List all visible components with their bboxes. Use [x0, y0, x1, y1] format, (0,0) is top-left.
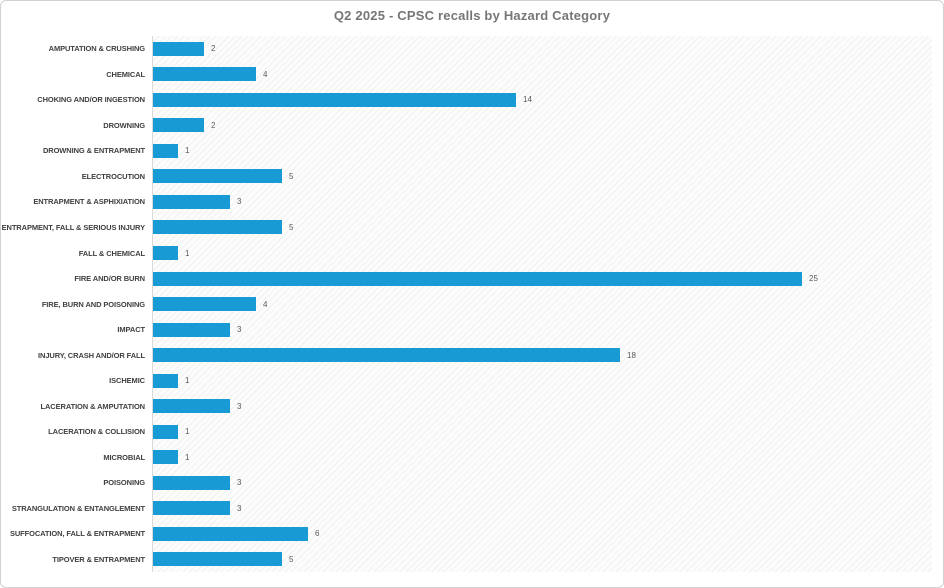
bar [152, 41, 204, 56]
category-label: INJURY, CRASH AND/OR FALL [38, 350, 145, 360]
bar-row: 14 [152, 87, 932, 113]
bar [152, 67, 256, 82]
bar [152, 475, 230, 490]
bar-row: 2 [152, 36, 932, 62]
bar-row: 5 [152, 547, 932, 573]
value-label: 3 [237, 478, 242, 488]
category-label: ISCHEMIC [109, 376, 145, 386]
category-label: LACERATION & COLLISION [48, 427, 145, 437]
bar [152, 501, 230, 516]
bar [152, 92, 516, 107]
bar-row: 5 [152, 164, 932, 190]
bar-row: 1 [152, 240, 932, 266]
bar-row: 3 [152, 393, 932, 419]
value-label: 3 [237, 503, 242, 513]
category-label: FIRE, BURN AND POISONING [41, 299, 145, 309]
bar [152, 526, 308, 541]
value-label: 5 [288, 554, 294, 564]
category-label: FIRE AND/OR BURN [74, 274, 145, 284]
category-label: DROWNING [103, 120, 145, 130]
value-label: 5 [288, 222, 294, 232]
bar [152, 322, 230, 337]
category-label: POISONING [103, 478, 145, 488]
bar [152, 169, 282, 184]
bar [152, 220, 282, 235]
value-label: 18 [627, 350, 636, 360]
bar-row: 1 [152, 419, 932, 445]
value-label: 2 [211, 44, 216, 54]
bar-row: 2 [152, 113, 932, 139]
value-label: 1 [185, 427, 190, 437]
bar-row: 25 [152, 266, 932, 292]
labels-column: AMPUTATION & CRUSHING CHEMICAL CHOKING AND… [1, 36, 152, 572]
bar [152, 297, 256, 312]
category-label: SUFFOCATION, FALL & ENTRAPMENT [9, 529, 145, 539]
bar-row: 3 [152, 496, 932, 522]
value-label: 3 [237, 197, 242, 207]
bar-row: 3 [152, 189, 932, 215]
bar-row: 18 [152, 342, 932, 368]
value-label: 3 [237, 325, 242, 335]
category-label: DROWNING & ENTRAPMENT [42, 146, 145, 156]
category-label: MICROBIAL [103, 452, 145, 462]
bar-row: 1 [152, 368, 932, 394]
chart-title: Q2 2025 - CPSC recalls by Hazard Categor… [333, 8, 611, 23]
value-label: 5 [288, 171, 294, 181]
value-label: 1 [185, 376, 190, 386]
bar-row: 5 [152, 215, 932, 241]
bar [152, 450, 178, 465]
bar-row: 4 [152, 62, 932, 88]
bar [152, 143, 178, 158]
bar-row: 1 [152, 138, 932, 164]
category-label: LACERATION & AMPUTATION [40, 401, 146, 411]
category-label: ELECTROCUTION [81, 171, 145, 181]
category-label: CHEMICAL [106, 69, 145, 79]
bar [152, 246, 178, 261]
category-label: IMPACT [117, 325, 145, 335]
plot-area: 2 4 14 2 1 5 3 5 1 25 4 3 18 1 3 1 1 3 3 6 5 [152, 36, 932, 572]
bar [152, 348, 620, 363]
value-label: 1 [185, 248, 190, 258]
category-label: CHOKING AND/OR INGESTION [37, 95, 145, 105]
bar [152, 118, 204, 133]
bar [152, 271, 802, 286]
value-label: 6 [315, 529, 320, 539]
value-label: 14 [523, 95, 532, 105]
bar-row: 1 [152, 445, 932, 471]
category-label: ENTRAPMENT, FALL & SERIOUS INJURY [1, 222, 145, 232]
category-label: ENTRAPMENT & ASPHIXIATION [33, 197, 145, 207]
bar [152, 399, 230, 414]
chart-body: AMPUTATION & CRUSHING CHEMICAL CHOKING AND… [1, 36, 932, 572]
category-label: TIPOVER & ENTRAPMENT [52, 554, 145, 564]
bar-row: 3 [152, 317, 932, 343]
value-label: 4 [263, 69, 268, 79]
value-label: 4 [263, 299, 268, 309]
bar [152, 552, 282, 567]
y-axis-line [152, 36, 153, 572]
value-label: 3 [237, 401, 242, 411]
category-label: STRANGULATION & ENTANGLEMENT [11, 503, 145, 513]
bar [152, 194, 230, 209]
bar-row: 4 [152, 291, 932, 317]
value-label: 25 [809, 274, 818, 284]
value-label: 1 [185, 146, 190, 156]
category-label: AMPUTATION & CRUSHING [48, 44, 145, 54]
category-label: FALL & CHEMICAL [78, 248, 145, 258]
bar-row: 3 [152, 470, 932, 496]
value-label: 2 [211, 120, 216, 130]
value-label: 1 [185, 452, 190, 462]
bar [152, 373, 178, 388]
bar [152, 424, 178, 439]
bar-row: 6 [152, 521, 932, 547]
